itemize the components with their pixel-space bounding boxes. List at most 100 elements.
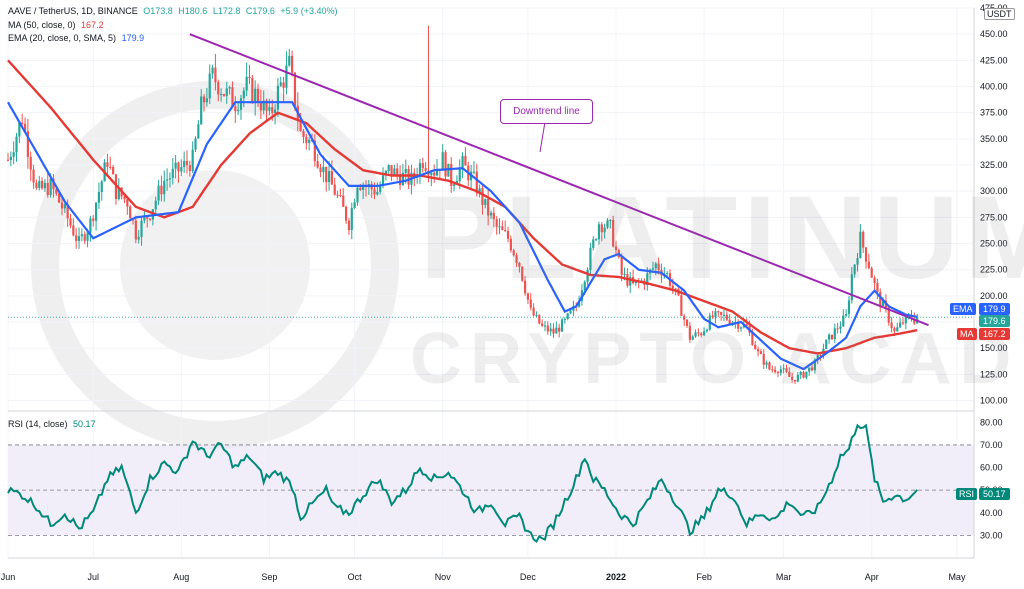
candle-body (32, 169, 35, 183)
candle-body (845, 314, 848, 316)
candle-body (873, 277, 876, 284)
candle-body (813, 359, 816, 371)
candle-body (347, 220, 351, 231)
candle-body (654, 263, 657, 269)
candle-body (816, 355, 819, 360)
candle-body (529, 299, 532, 308)
candle-body (444, 152, 447, 177)
rsi-tick-label: 80.00 (980, 417, 1003, 427)
candle-body (94, 202, 98, 221)
candle-body (651, 268, 655, 270)
ma-tag-label: MA (957, 328, 977, 340)
candle-body (771, 369, 774, 371)
candle-body (569, 310, 572, 314)
candle-body (359, 187, 362, 190)
candle-body (904, 315, 907, 324)
candle-body (18, 122, 21, 137)
candle-body (97, 192, 101, 203)
candle-body (478, 188, 481, 194)
candle-body (117, 187, 120, 200)
candle-body (535, 314, 538, 316)
header-row-ema: EMA (20, close, 0, SMA, 5) 179.9 (8, 33, 147, 43)
candle-body (472, 171, 476, 173)
date-tick-label: Aug (173, 572, 189, 582)
candle-body (339, 195, 342, 197)
candle-body (839, 326, 842, 329)
candle-body (393, 168, 396, 176)
candle-body (876, 283, 879, 292)
candle-body (148, 218, 152, 220)
candle-body (58, 193, 61, 203)
ema-label[interactable]: EMA (20, close, 0, SMA, 5) (8, 33, 117, 43)
candle-body (256, 88, 260, 103)
candle-body (376, 191, 379, 195)
candle-body (200, 96, 203, 125)
candle-body (782, 368, 785, 370)
candle-body (589, 247, 592, 270)
price-tick-label: 125.00 (980, 369, 1008, 379)
candle-body (271, 107, 274, 114)
candle-body (202, 96, 206, 103)
rsi-tick-label: 40.00 (980, 508, 1003, 518)
candle-body (390, 165, 393, 176)
candle-body (779, 369, 782, 374)
price-tick-label: 225.00 (980, 265, 1008, 275)
candle-body (495, 219, 498, 227)
candle-body (461, 155, 464, 168)
candle-body (384, 170, 387, 176)
candle-body (609, 219, 612, 221)
candle-body (691, 336, 694, 340)
candle-body (146, 216, 149, 219)
candle-body (802, 372, 805, 378)
candle-body (100, 181, 103, 193)
candle-body (711, 315, 714, 318)
price-tick-label: 300.00 (980, 186, 1008, 196)
candle-body (887, 307, 890, 323)
candle-body (342, 195, 345, 207)
candle-body (214, 67, 217, 83)
candle-body (819, 355, 822, 357)
price-tick-label: 425.00 (980, 55, 1008, 65)
candle-body (788, 371, 791, 377)
candle-body (251, 77, 254, 103)
candle-body (23, 124, 27, 132)
candle-body (492, 212, 495, 220)
candle-body (123, 196, 126, 200)
candle-body (603, 227, 606, 233)
candle-body (793, 379, 797, 382)
candle-body (563, 318, 566, 320)
ma-label[interactable]: MA (50, close, 0) (8, 20, 76, 30)
candle-body (350, 208, 353, 231)
price-tick-label: 325.00 (980, 160, 1008, 170)
price-tick-label: 450.00 (980, 29, 1008, 39)
candle-body (242, 90, 245, 99)
candle-body (899, 322, 902, 328)
candle-body (498, 226, 501, 228)
currency-badge[interactable]: USDT (984, 8, 1015, 20)
candle-body (72, 225, 75, 236)
candle-body (481, 188, 484, 205)
candle-body (313, 140, 316, 162)
candle-body (702, 331, 706, 336)
candle-body (694, 332, 697, 337)
candle-body (398, 174, 402, 186)
rsi-label[interactable]: RSI (14, close) (8, 419, 68, 429)
candle-body (523, 280, 527, 294)
candle-body (833, 328, 836, 340)
candle-body (80, 234, 83, 237)
candle-body (583, 281, 586, 291)
candle-body (63, 204, 66, 209)
date-tick-label: Dec (520, 572, 537, 582)
candle-body (285, 65, 288, 88)
date-tick-label: May (948, 572, 966, 582)
candle-body (106, 162, 109, 167)
candle-body (754, 345, 757, 350)
candle-body (180, 167, 183, 172)
candle-body (208, 73, 211, 99)
candle-body (836, 328, 839, 330)
date-tick-label: Sep (261, 572, 277, 582)
symbol-label[interactable]: AAVE / TetherUS, 1D, BINANCE (8, 6, 138, 16)
candle-body (560, 319, 564, 332)
candle-body (595, 239, 598, 241)
